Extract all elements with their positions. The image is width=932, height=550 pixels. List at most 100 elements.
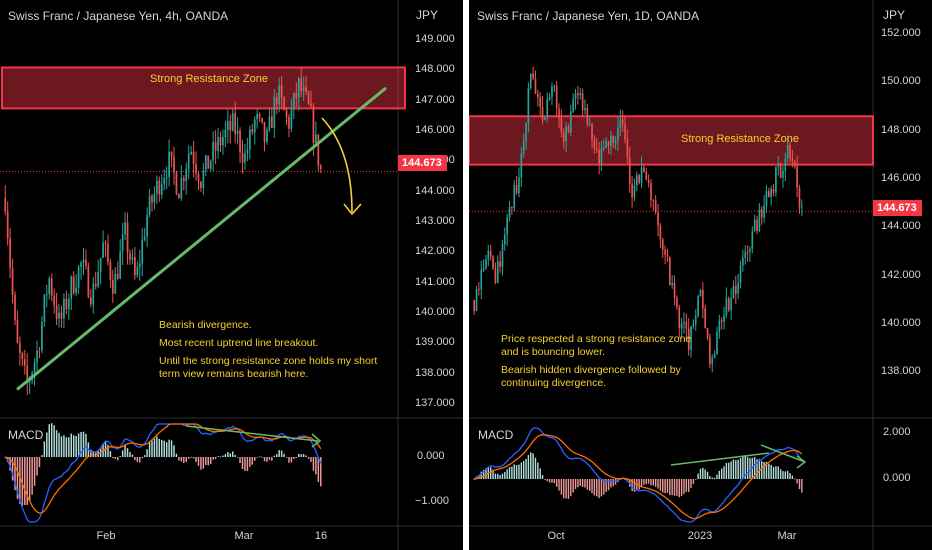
macd-histogram-bar [489, 467, 492, 479]
price-tick-label: 147.000 [415, 93, 455, 106]
candle-body [285, 109, 288, 118]
macd-histogram-bar [63, 435, 65, 457]
chart-canvas-1d[interactable] [469, 0, 932, 550]
macd-histogram-bar [758, 459, 761, 479]
candle-body [234, 113, 237, 134]
candle-body [239, 130, 241, 153]
macd-histogram-bar [676, 479, 678, 496]
candle-body [77, 267, 80, 288]
macd-histogram-bar [229, 453, 232, 457]
chart-panel-1d[interactable]: Swiss Franc / Japanese Yen, 1D, OANDA JP… [469, 0, 932, 550]
candle-body [796, 166, 798, 188]
candle-body [798, 187, 801, 208]
candle-body [532, 73, 534, 79]
candle-body [209, 160, 212, 169]
candle-body [725, 298, 728, 316]
candle-body [539, 97, 542, 107]
candle-body [163, 178, 166, 185]
macd-histogram-bar [117, 457, 119, 461]
macd-histogram-bar [586, 479, 589, 490]
macd-histogram-bar [14, 457, 16, 491]
candle-body [577, 93, 579, 96]
candle-body [591, 123, 593, 139]
chart-panel-4h[interactable]: Swiss Franc / Japanese Yen, 4h, OANDA JP… [0, 0, 463, 550]
macd-histogram-bar [261, 456, 263, 458]
macd-histogram-bar [244, 457, 246, 471]
macd-histogram-bar [119, 456, 121, 457]
macd-histogram-bar [730, 461, 732, 479]
macd-histogram-bar [711, 477, 713, 479]
macd-histogram-bar [28, 457, 31, 502]
macd-histogram-bar [610, 479, 612, 488]
macd-histogram-bar [60, 436, 63, 457]
macd-histogram-bar [492, 469, 494, 479]
candle-body [107, 243, 109, 262]
macd-histogram-bar [607, 479, 610, 491]
macd-histogram-bar [624, 478, 626, 480]
macd-histogram-bar [522, 460, 525, 479]
candle-body [253, 119, 256, 133]
macd-histogram-bar [205, 457, 207, 466]
note-line-2: Most recent uptrend line breakout. [159, 337, 319, 349]
macd-tick-label: 0.000 [417, 450, 445, 462]
macd-histogram-bar [290, 457, 293, 463]
price-tick-label: 148.000 [415, 63, 455, 76]
macd-histogram-bar [121, 450, 124, 457]
macd-histogram-bar [662, 479, 664, 493]
chart-canvas-4h[interactable] [0, 0, 463, 550]
candle-body [732, 286, 735, 299]
note-line-1: Price respected a strong resistance zone… [501, 333, 692, 358]
candle-body [312, 106, 315, 144]
macd-histogram-bar [791, 475, 794, 479]
analysis-note: Bearish divergence. Most recent uptrend … [159, 319, 389, 386]
candle-body [200, 181, 202, 189]
candle-body [744, 251, 747, 258]
macd-histogram-bar [302, 454, 305, 457]
macd-histogram-bar [80, 432, 82, 457]
candle-body [97, 271, 100, 287]
macd-histogram-bar [19, 457, 21, 504]
candle-body [635, 175, 638, 186]
candle-body [263, 122, 266, 142]
candle-body [683, 322, 685, 324]
chart-title: Swiss Franc / Japanese Yen, 4h, OANDA [8, 9, 229, 23]
candle-body [92, 283, 95, 305]
candle-body [297, 78, 300, 98]
macd-histogram-bar [209, 457, 212, 464]
time-tick-label: 16 [314, 530, 328, 542]
candle-body [506, 217, 509, 235]
macd-histogram-bar [485, 468, 487, 479]
candle-body [775, 167, 777, 193]
candle-body [70, 276, 73, 299]
macd-histogram-bar [779, 469, 782, 479]
candle-body [567, 126, 570, 133]
candle-body [544, 117, 546, 120]
candle-body [501, 244, 504, 267]
candle-body [224, 129, 227, 138]
resistance-zone-label: Strong Resistance Zone [150, 73, 269, 85]
candle-body [222, 137, 224, 146]
candle-body [60, 312, 63, 319]
macd-histogram-bar [92, 450, 95, 457]
candle-body [676, 297, 678, 307]
breakdown-arrowhead [343, 203, 362, 216]
candle-body [138, 263, 141, 268]
candle-body [758, 209, 761, 231]
note-line-3: Until the strong resistance zone holds m… [159, 355, 378, 380]
macd-histogram-bar [555, 479, 558, 487]
candle-body [633, 185, 636, 198]
candle-body [711, 357, 714, 365]
macd-histogram-bar [598, 479, 600, 499]
macd-histogram-bar [298, 453, 300, 457]
macd-histogram-bar [31, 457, 33, 495]
macd-histogram-bar [581, 479, 584, 488]
macd-histogram-bar [256, 457, 258, 458]
candle-body [9, 238, 11, 268]
time-tick-label: Oct [547, 530, 565, 542]
macd-histogram-bar [659, 479, 662, 491]
candle-body [678, 306, 681, 329]
macd-tick-label: 2.000 [883, 426, 911, 438]
candle-body [475, 288, 478, 311]
macd-histogram-bar [702, 467, 704, 479]
candle-body [791, 158, 794, 162]
